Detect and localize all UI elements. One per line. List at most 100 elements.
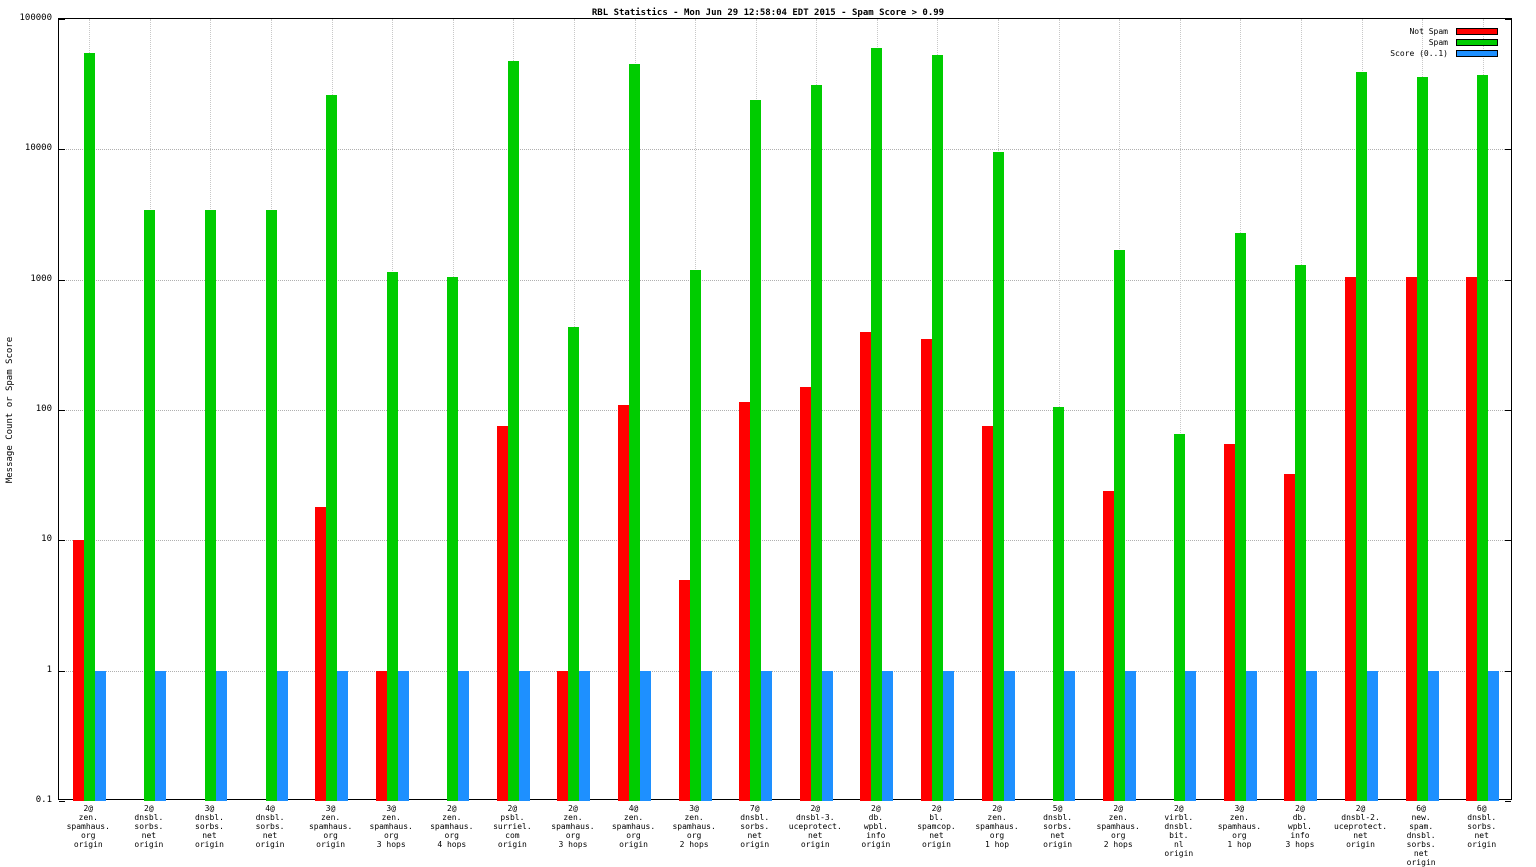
y-tick-label: 100000 xyxy=(19,13,52,23)
bar-score-0-1- xyxy=(1306,670,1318,801)
y-axis-tick xyxy=(1505,670,1511,672)
chart-title: RBL Statistics - Mon Jun 29 12:58:04 EDT… xyxy=(591,8,945,18)
bar-not-spam xyxy=(739,402,751,801)
bar-score-0-1- xyxy=(640,670,652,801)
x-category-label: 2@ db. wpbl. info 3 hops xyxy=(1285,804,1315,849)
bar-not-spam xyxy=(1284,474,1296,801)
bar-spam xyxy=(1113,249,1125,801)
legend-item-label: Not Spam xyxy=(1409,27,1448,36)
gridline-horizontal xyxy=(59,540,1511,542)
bar-score-0-1- xyxy=(1427,670,1439,801)
y-axis-tick xyxy=(59,279,65,281)
bar-score-0-1- xyxy=(1064,670,1076,801)
bar-spam xyxy=(1053,407,1065,801)
bar-spam xyxy=(871,47,883,801)
bar-not-spam xyxy=(72,540,84,801)
bar-not-spam xyxy=(981,426,993,801)
y-axis-tick xyxy=(59,410,65,411)
bar-spam xyxy=(265,210,277,801)
bar-score-0-1- xyxy=(397,670,409,801)
bar-spam xyxy=(750,99,762,801)
bar-spam xyxy=(992,152,1004,801)
legend: Not Spam Spam Score (0..1) xyxy=(1390,26,1498,59)
x-category-label: 2@ zen. spamhaus. org 3 hops xyxy=(551,804,595,849)
bar-spam xyxy=(568,327,580,801)
legend-swatch xyxy=(1456,50,1498,57)
bar-not-spam xyxy=(799,387,811,801)
bar-spam xyxy=(1174,434,1186,801)
bar-spam xyxy=(83,52,95,801)
bar-not-spam xyxy=(1405,276,1417,801)
y-axis-tick xyxy=(59,149,65,151)
y-tick-label: 1000 xyxy=(30,273,52,284)
bar-score-0-1- xyxy=(942,670,954,801)
x-category-label: 2@ zen. spamhaus. org origin xyxy=(66,804,110,849)
x-category-label: 5@ dnsbl. sorbs. net origin xyxy=(1043,804,1073,849)
legend-item: Spam xyxy=(1390,37,1498,48)
x-category-label: 3@ zen. spamhaus. org 2 hops xyxy=(672,804,716,849)
x-category-label: 3@ dnsbl. sorbs. net origin xyxy=(195,804,224,849)
x-category-label: 3@ zen. spamhaus. org 3 hops xyxy=(369,804,413,849)
bar-spam xyxy=(1416,76,1428,801)
bar-spam xyxy=(1295,264,1307,801)
y-axis-tick xyxy=(59,540,65,542)
x-category-label: 3@ zen. spamhaus. org 1 hop xyxy=(1217,804,1262,849)
bar-spam xyxy=(689,270,701,801)
x-category-label: 2@ zen. spamhaus. org 1 hop xyxy=(975,804,1019,849)
bar-not-spam xyxy=(618,404,630,801)
bar-spam xyxy=(1477,75,1489,801)
bar-spam xyxy=(386,271,398,801)
x-category-label: 2@ bl. spamcop. net origin xyxy=(917,804,956,849)
bar-not-spam xyxy=(678,579,690,801)
bar-not-spam xyxy=(1466,276,1478,801)
bar-not-spam xyxy=(496,426,508,801)
bar-score-0-1- xyxy=(700,670,712,801)
legend-swatch xyxy=(1456,39,1498,46)
bar-score-0-1- xyxy=(215,670,227,801)
bar-spam xyxy=(1234,232,1246,801)
bar-not-spam xyxy=(1223,443,1235,801)
y-axis-tick xyxy=(1505,410,1511,411)
y-axis-tick xyxy=(59,801,65,802)
legend-item-label: Score (0..1) xyxy=(1390,49,1448,58)
gridline-horizontal xyxy=(59,670,1511,672)
bar-spam xyxy=(810,85,822,801)
bar-score-0-1- xyxy=(458,670,470,801)
legend-item-label: Spam xyxy=(1428,38,1448,47)
x-category-label: 2@ zen. spamhaus. org 4 hops xyxy=(430,804,474,849)
bar-not-spam xyxy=(920,339,932,801)
bar-score-0-1- xyxy=(94,670,106,801)
bar-score-0-1- xyxy=(337,670,349,801)
y-axis-tick xyxy=(1505,801,1511,802)
bar-score-0-1- xyxy=(276,670,288,801)
y-tick-label: 10000 xyxy=(24,143,52,154)
bar-spam xyxy=(447,276,459,801)
legend-item: Score (0..1) xyxy=(1390,48,1498,59)
bar-not-spam xyxy=(315,507,327,801)
x-category-label: 3@ zen. spamhaus. org origin xyxy=(308,804,353,849)
bar-score-0-1- xyxy=(761,670,773,801)
y-axis-tick xyxy=(1505,149,1511,151)
bar-score-0-1- xyxy=(518,670,530,801)
y-axis-tick xyxy=(1505,279,1511,281)
bar-spam xyxy=(1356,72,1368,801)
x-category-label: 2@ dnsbl-3. uceprotect. net origin xyxy=(788,804,842,849)
bar-spam xyxy=(629,64,641,801)
x-category-label: 2@ dnsbl. sorbs. net origin xyxy=(134,804,164,849)
bar-not-spam xyxy=(375,670,387,801)
gridline-horizontal xyxy=(59,149,1511,151)
bar-spam xyxy=(326,95,338,801)
bar-not-spam xyxy=(860,331,872,801)
x-category-label: 4@ dnsbl. sorbs. net origin xyxy=(255,804,285,849)
bar-spam xyxy=(204,210,216,801)
bar-score-0-1- xyxy=(1245,670,1257,801)
gridline-vertical xyxy=(1179,19,1181,799)
bar-score-0-1- xyxy=(1367,670,1379,801)
legend-item: Not Spam xyxy=(1390,26,1498,37)
x-category-label: 7@ dnsbl. sorbs. net origin xyxy=(740,804,770,849)
bar-score-0-1- xyxy=(1003,670,1015,801)
y-tick-label: 1 xyxy=(46,664,52,675)
x-category-label: 2@ psbl. surriel. com origin xyxy=(493,804,532,849)
bar-score-0-1- xyxy=(1185,670,1197,801)
